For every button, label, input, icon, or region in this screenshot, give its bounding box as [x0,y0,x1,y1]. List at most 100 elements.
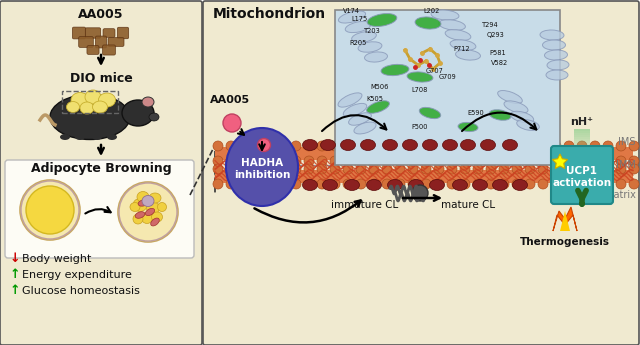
Text: G709: G709 [439,74,457,80]
Polygon shape [553,207,577,231]
Ellipse shape [447,179,457,189]
Ellipse shape [149,113,159,121]
Ellipse shape [99,93,115,107]
Ellipse shape [513,179,527,190]
Ellipse shape [516,120,540,130]
Ellipse shape [356,179,366,189]
Ellipse shape [498,90,522,104]
FancyBboxPatch shape [79,37,93,47]
Ellipse shape [303,179,317,190]
FancyBboxPatch shape [108,38,124,47]
Ellipse shape [538,141,548,151]
Ellipse shape [356,164,366,174]
Bar [574,139,590,141]
Ellipse shape [545,50,568,60]
Ellipse shape [412,185,428,201]
Ellipse shape [447,164,457,174]
Ellipse shape [395,156,405,166]
Ellipse shape [343,156,353,166]
Bar [574,137,590,139]
Text: L175: L175 [352,16,368,22]
Ellipse shape [395,179,405,189]
Ellipse shape [502,139,518,150]
Ellipse shape [278,164,288,174]
FancyBboxPatch shape [87,46,99,55]
Ellipse shape [157,203,166,211]
Text: ↓: ↓ [10,253,20,266]
Text: L202: L202 [424,8,440,14]
Ellipse shape [67,101,79,112]
Ellipse shape [577,156,587,166]
Ellipse shape [590,179,600,189]
Ellipse shape [60,134,70,140]
Ellipse shape [486,179,496,189]
Ellipse shape [252,164,262,174]
Polygon shape [552,154,568,168]
Ellipse shape [450,40,476,50]
Ellipse shape [317,156,327,166]
Ellipse shape [525,179,535,189]
Ellipse shape [460,164,470,174]
Text: AA005: AA005 [210,95,250,105]
Ellipse shape [278,141,288,151]
Ellipse shape [525,141,535,151]
Ellipse shape [291,179,301,189]
Ellipse shape [499,156,509,166]
Bar [574,141,590,143]
FancyBboxPatch shape [85,28,100,38]
Ellipse shape [472,179,488,190]
Ellipse shape [452,179,467,190]
Ellipse shape [152,212,163,222]
Bar [574,133,590,135]
Ellipse shape [343,164,353,174]
Ellipse shape [340,139,355,150]
Ellipse shape [265,164,275,174]
Ellipse shape [343,104,367,117]
Ellipse shape [141,213,152,224]
Ellipse shape [551,164,561,174]
Ellipse shape [93,101,108,113]
Text: Thermogenesis: Thermogenesis [520,237,610,247]
Ellipse shape [547,60,569,70]
Ellipse shape [130,203,140,211]
Ellipse shape [317,141,327,151]
Ellipse shape [133,214,143,224]
Text: Energy expenditure: Energy expenditure [22,270,132,280]
Ellipse shape [590,141,600,151]
Ellipse shape [577,179,587,189]
Text: HADHA
inhibition: HADHA inhibition [234,158,290,180]
Ellipse shape [317,179,327,189]
Ellipse shape [330,141,340,151]
Ellipse shape [367,179,381,190]
Text: L708: L708 [412,87,428,93]
Text: V582: V582 [492,60,509,66]
Ellipse shape [415,17,441,29]
FancyBboxPatch shape [117,27,129,39]
Ellipse shape [395,141,405,151]
Ellipse shape [26,186,74,234]
Ellipse shape [486,156,496,166]
Ellipse shape [71,92,89,108]
Ellipse shape [460,179,470,189]
Ellipse shape [381,65,409,76]
Ellipse shape [252,141,262,151]
Text: ↑: ↑ [10,268,20,282]
Ellipse shape [616,179,626,189]
FancyBboxPatch shape [103,29,115,37]
Ellipse shape [421,156,431,166]
Ellipse shape [419,107,441,119]
Ellipse shape [226,164,236,174]
FancyBboxPatch shape [203,1,639,345]
Ellipse shape [135,212,145,218]
Ellipse shape [330,179,340,189]
Ellipse shape [382,179,392,189]
Ellipse shape [473,179,483,189]
Ellipse shape [551,179,561,189]
Ellipse shape [226,156,236,166]
Text: V174: V174 [344,8,360,14]
Ellipse shape [75,134,85,140]
Ellipse shape [223,114,241,132]
Ellipse shape [408,156,418,166]
Ellipse shape [460,141,470,151]
Ellipse shape [145,208,155,216]
